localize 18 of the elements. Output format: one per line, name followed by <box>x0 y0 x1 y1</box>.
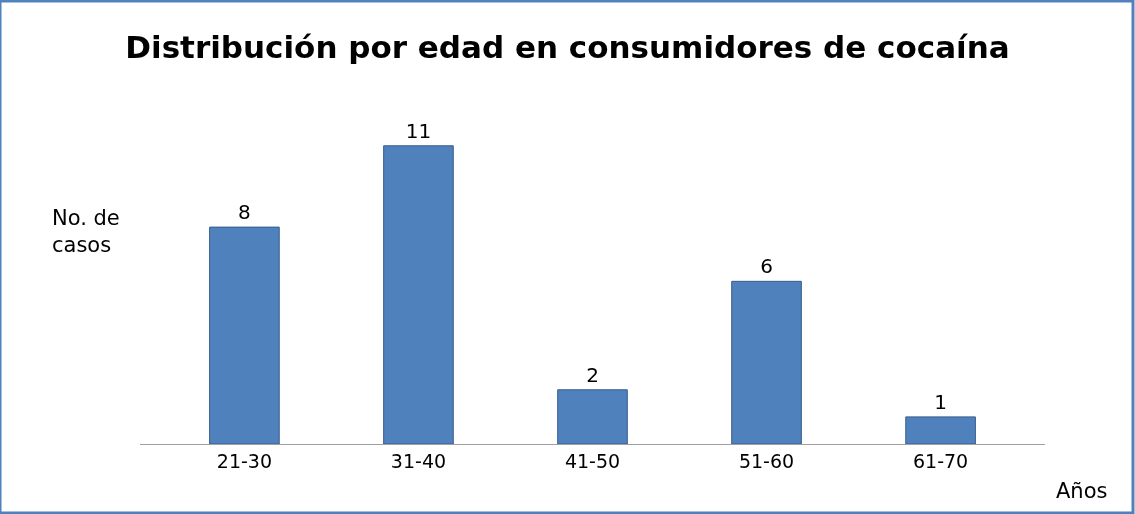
bar <box>905 416 976 444</box>
bar <box>731 280 802 444</box>
y-axis-title: No. de casos <box>52 206 120 258</box>
data-label: 2 <box>586 362 599 387</box>
bar <box>557 389 628 444</box>
bar <box>383 145 454 444</box>
x-tick-label: 61-70 <box>912 449 969 472</box>
x-axis-title: Años <box>1056 479 1108 503</box>
data-label: 1 <box>934 389 947 414</box>
chart-title: Distribución por edad en consumidores de cocaína <box>125 28 1010 65</box>
x-tick-label: 31-40 <box>390 449 447 472</box>
data-label: 8 <box>238 200 251 225</box>
x-tick-label: 51-60 <box>738 449 795 472</box>
x-tick-label: 41-50 <box>564 449 621 472</box>
data-label: 6 <box>760 254 773 279</box>
data-label: 11 <box>405 118 432 143</box>
bar <box>209 226 280 444</box>
x-tick-label: 21-30 <box>216 449 273 472</box>
